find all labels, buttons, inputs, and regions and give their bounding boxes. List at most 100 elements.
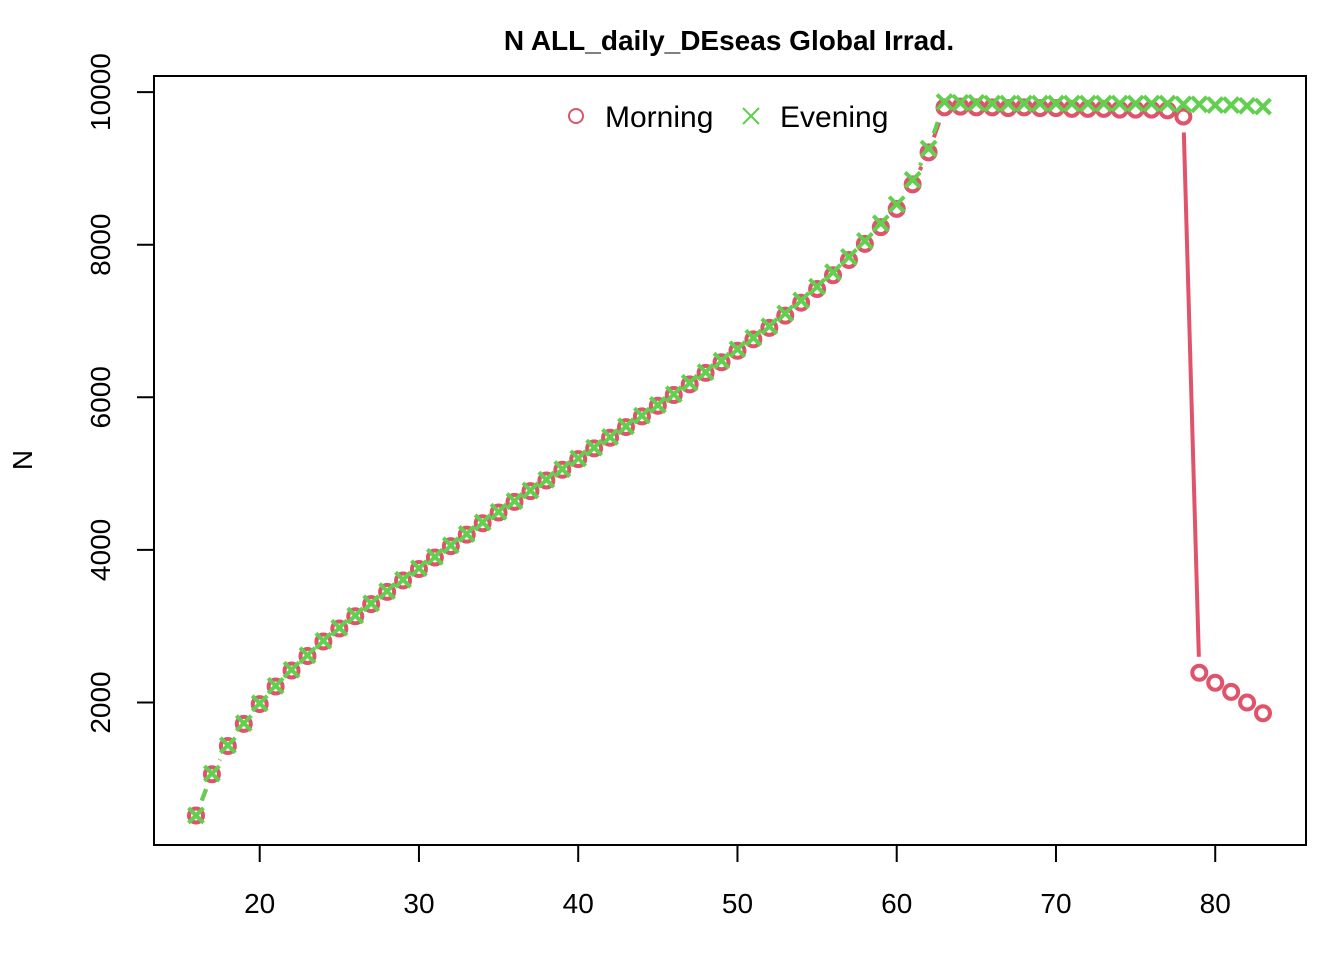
data-point (919, 143, 938, 162)
data-point (234, 714, 253, 733)
data-point (839, 250, 858, 269)
data-point (282, 661, 301, 680)
data-point (1094, 94, 1113, 113)
data-point (394, 571, 413, 590)
data-point (441, 537, 460, 556)
data-point (505, 492, 524, 511)
data-point (1174, 107, 1193, 126)
legend: Morning Evening (568, 101, 888, 134)
chart-title: N ALL_daily_DEseas Global Irrad. (504, 25, 954, 56)
data-point (218, 736, 237, 755)
data-point (871, 218, 890, 237)
data-point (696, 363, 715, 382)
data-point (616, 418, 635, 437)
data-point (457, 524, 476, 543)
data-point (521, 481, 540, 500)
data-point (298, 646, 317, 665)
x-tick-label: 20 (244, 888, 275, 919)
data-point (744, 330, 763, 349)
data-point (330, 619, 349, 638)
data-point (410, 559, 428, 578)
data-point (855, 234, 874, 253)
data-point (632, 407, 651, 426)
series-segment (1181, 132, 1201, 657)
data-point (1254, 97, 1272, 116)
data-point (1238, 693, 1257, 712)
data-point (776, 304, 795, 323)
series-layer (187, 93, 1272, 825)
data-point (824, 263, 842, 282)
x-tick-label: 30 (403, 888, 434, 919)
data-point (760, 318, 779, 337)
data-point (362, 594, 381, 613)
data-point (409, 560, 428, 579)
y-tick-label: 10000 (85, 53, 116, 131)
data-point (537, 470, 556, 489)
data-point (664, 385, 683, 404)
data-point (824, 266, 843, 285)
data-point (855, 231, 874, 250)
data-point (553, 460, 572, 478)
data-point (585, 438, 604, 457)
data-point (840, 247, 858, 266)
data-point (1110, 94, 1129, 113)
data-point (314, 632, 333, 651)
plot-area-frame (153, 75, 1307, 846)
x-tick-label: 80 (1200, 888, 1231, 919)
data-point (696, 363, 715, 382)
data-point (680, 373, 699, 392)
data-point (1190, 663, 1209, 682)
data-point (808, 279, 827, 298)
data-point (202, 765, 221, 784)
data-point (712, 351, 731, 370)
legend-marker (568, 108, 584, 124)
data-point (601, 428, 619, 446)
data-point (537, 471, 556, 490)
data-point (266, 676, 285, 695)
data-point (266, 677, 285, 696)
series-segment (917, 165, 924, 171)
data-point (760, 317, 779, 336)
data-point (664, 386, 683, 405)
x-tick-label: 70 (1040, 888, 1071, 919)
y-axis: 2000 4000 6000 8000 10000 (85, 53, 155, 734)
series-segment (918, 161, 924, 167)
data-point (346, 607, 365, 626)
data-point (903, 170, 922, 189)
series-morning (187, 97, 1272, 825)
legend-label: Evening (780, 101, 888, 134)
data-point (776, 306, 795, 325)
data-point (187, 806, 205, 825)
data-point (792, 291, 811, 310)
data-point (203, 764, 221, 783)
data-point (792, 293, 811, 312)
legend-item-evening: Evening (742, 101, 888, 134)
data-point (553, 460, 572, 479)
data-point (218, 737, 237, 756)
data-point (617, 417, 635, 436)
data-point (1015, 94, 1034, 113)
data-point (1190, 95, 1209, 114)
data-point (1222, 96, 1241, 114)
data-point (648, 396, 667, 415)
data-point (648, 396, 667, 414)
data-point (362, 595, 381, 614)
x-tick-label: 60 (881, 888, 912, 919)
data-point (346, 606, 365, 625)
data-point (521, 482, 540, 501)
data-point (378, 582, 397, 601)
data-point (1254, 704, 1272, 723)
data-point (250, 694, 269, 713)
data-point (1126, 94, 1145, 113)
data-point (1158, 94, 1177, 113)
data-point (919, 139, 938, 158)
data-point (569, 449, 588, 468)
legend-marker (742, 107, 760, 125)
data-point (680, 375, 699, 394)
data-point (425, 548, 444, 567)
data-point (314, 631, 333, 650)
data-point (1142, 94, 1161, 113)
data-point (569, 450, 588, 469)
data-point (983, 94, 1002, 113)
data-point (1206, 673, 1225, 692)
